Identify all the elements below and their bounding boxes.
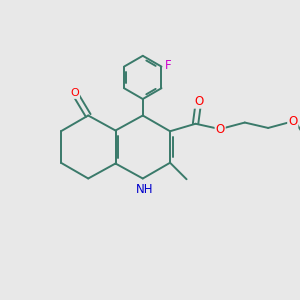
Text: O: O [70,88,79,98]
Text: O: O [288,115,297,128]
Text: O: O [194,95,203,108]
Text: NH: NH [136,183,153,196]
Text: F: F [165,58,171,72]
Text: O: O [215,123,225,136]
